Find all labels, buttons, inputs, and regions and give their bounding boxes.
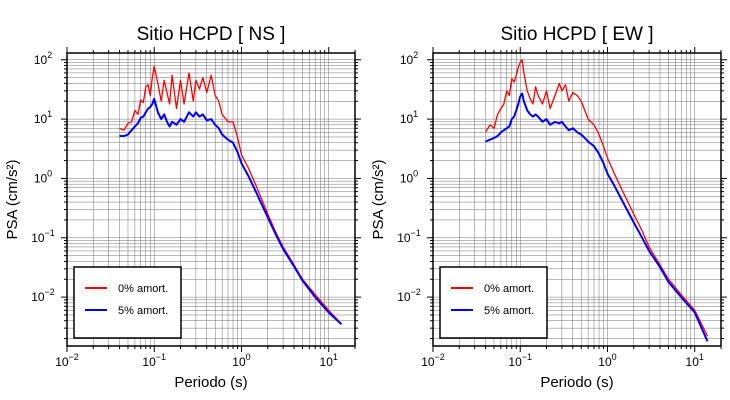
x-tick-label: 100 [598,352,616,369]
y-tick-label: 100 [34,168,52,185]
series-line-damping-0 [119,65,342,325]
legend: 0% amort. 5% amort. [73,266,182,339]
y-axis-label: PSA (cm/s²) [370,159,387,239]
chart-title: Sitio HCPD [ EW ] [500,24,653,45]
x-tick-label: 10−2 [421,352,445,369]
series-line-damping-5 [485,92,709,342]
legend-label: 5% amort. [118,305,168,317]
legend: 0% amort. 5% amort. [439,266,548,339]
plot-frame [432,52,722,347]
y-tick-label: 102 [400,50,418,67]
y-axis-label: PSA (cm/s²) [4,159,21,239]
x-axis-label: Periodo (s) [540,374,613,391]
x-tick-label: 10−2 [55,352,79,369]
x-tick-label: 10−1 [142,352,166,369]
x-tick-label: 101 [320,352,338,369]
y-tick-label: 10−2 [31,287,55,304]
y-tick-label: 100 [400,168,418,185]
x-tick-label: 100 [232,352,250,369]
chart-panel-ns: Sitio HCPD [ NS ] 10−2 10−1 100 101 10−2 10−1 1… [4,24,361,391]
y-tick-label: 101 [400,109,418,126]
legend-box [73,266,182,339]
x-axis-label: Periodo (s) [174,374,247,391]
legend-label: 5% amort. [484,305,534,317]
chart-panel-ew: Sitio HCPD [ EW ] 10−2 10−1 100 101 10−2 10−1 1… [370,24,727,391]
series-line-damping-0 [484,59,709,337]
y-tick-label: 102 [34,50,52,67]
plot-frame [66,52,356,347]
legend-box [439,266,548,339]
x-tick-label: 101 [686,352,704,369]
y-tick-label: 101 [34,109,52,126]
y-tick-label: 10−1 [31,228,55,245]
legend-label: 0% amort. [118,283,168,295]
series-line-damping-5 [119,97,343,325]
y-tick-label: 10−2 [397,287,421,304]
y-tick-label: 10−1 [397,228,421,245]
legend-label: 0% amort. [484,283,534,295]
chart-title: Sitio HCPD [ NS ] [137,24,286,45]
x-tick-label: 10−1 [508,352,532,369]
